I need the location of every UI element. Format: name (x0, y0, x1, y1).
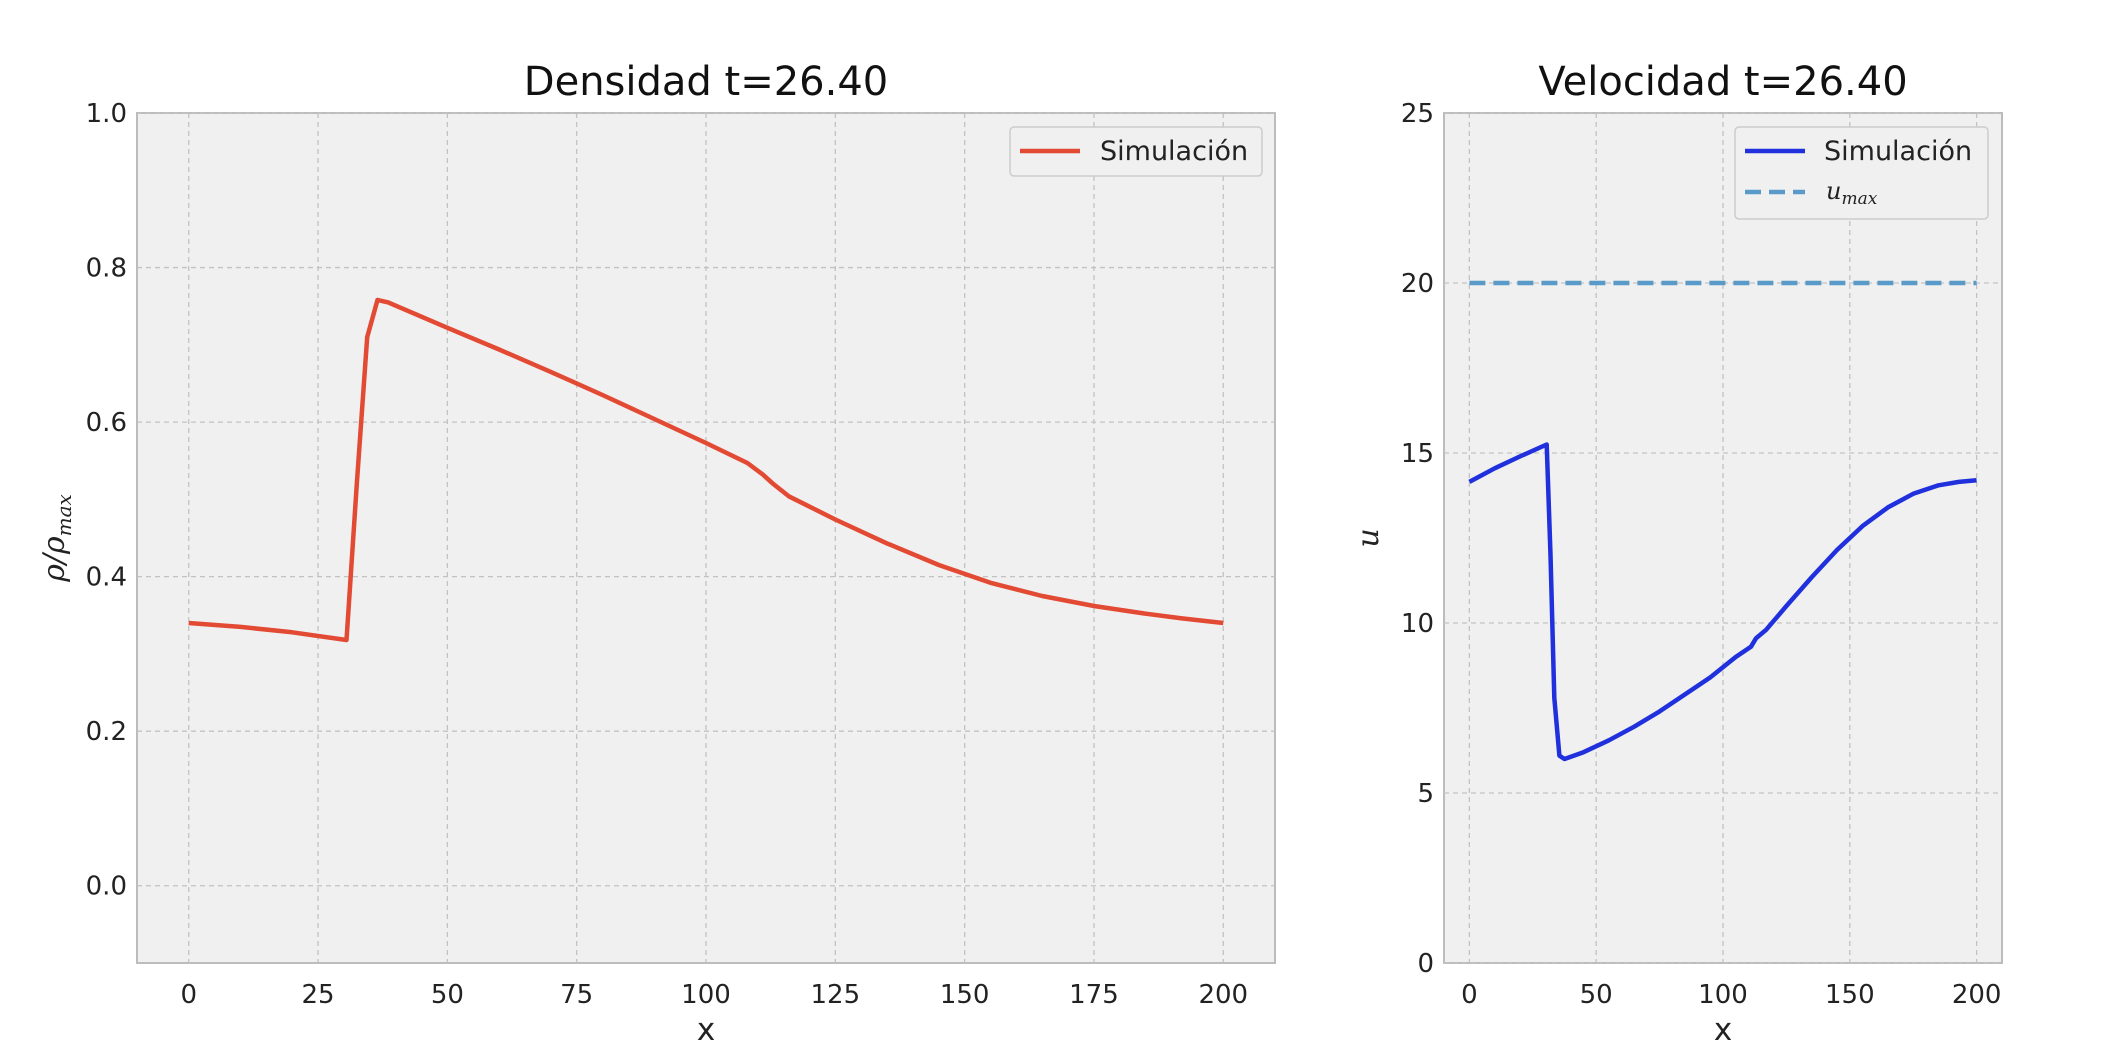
density-y-tick-label: 1.0 (86, 99, 127, 129)
density-x-tick-label: 175 (1069, 980, 1119, 1010)
velocity-legend-label-simulacion: Simulación (1824, 136, 1972, 167)
velocity-y-label: u (1351, 528, 1386, 547)
velocity-legend: Simulación umax (1734, 126, 1989, 220)
velocity-x-tick-label: 200 (1952, 980, 2002, 1010)
velocity-legend-label-umax-main: u (1826, 177, 1841, 205)
velocity-title: Velocidad t=26.40 (1538, 59, 1907, 105)
velocity-series-line-simulacion (1468, 442, 1977, 762)
density-x-tick-label: 150 (940, 980, 990, 1010)
density-x-label: x (697, 1012, 715, 1048)
density-y-ticks: 0.0 0.2 0.4 0.6 0.8 1.0 (86, 99, 127, 902)
velocity-panel: 0 50 100 150 200 0 5 10 15 20 25 Velocidad t=26.4… (1351, 59, 2003, 1048)
velocity-y-tick-label: 20 (1401, 269, 1434, 299)
density-grid (137, 112, 1275, 963)
density-y-tick-label: 0.2 (86, 717, 127, 747)
velocity-series (1468, 280, 1977, 762)
velocity-x-ticks: 0 50 100 150 200 (1461, 980, 2001, 1010)
density-title: Densidad t=26.40 (524, 59, 888, 105)
density-x-tick-label: 125 (810, 980, 860, 1010)
velocity-y-tick-label: 0 (1417, 949, 1434, 979)
density-y-tick-label: 0.4 (86, 563, 127, 593)
velocity-x-tick-label: 0 (1461, 980, 1478, 1010)
density-x-tick-label: 50 (431, 980, 464, 1010)
velocity-y-tick-label: 5 (1417, 779, 1434, 809)
density-y-tick-label: 0.8 (86, 254, 127, 284)
density-legend-box (1009, 126, 1263, 177)
velocity-x-tick-label: 100 (1698, 980, 1748, 1010)
density-y-tick-label: 0.6 (86, 408, 127, 438)
velocity-y-tick-label: 10 (1401, 609, 1434, 639)
density-legend: Simulación (1009, 126, 1263, 177)
velocity-y-tick-label: 25 (1401, 99, 1434, 129)
density-x-tick-label: 75 (560, 980, 593, 1010)
velocity-legend-label-umax: umax (1826, 177, 1878, 209)
density-x-tick-label: 0 (180, 980, 197, 1010)
velocity-legend-label-umax-sub: max (1841, 189, 1877, 209)
density-y-label-sub: max (52, 494, 76, 536)
velocity-x-tick-label: 150 (1825, 980, 1875, 1010)
velocity-x-label: x (1714, 1012, 1732, 1048)
density-x-tick-label: 200 (1198, 980, 1248, 1010)
density-x-tick-label: 25 (301, 980, 334, 1010)
density-panel: 0 25 50 75 100 125 150 175 200 0.0 0.2 0.4 0.6 0.8 1.… (37, 59, 1276, 1048)
density-y-tick-label: 0.0 (86, 872, 127, 902)
density-series-line-simulacion (188, 297, 1224, 643)
density-y-label: ρ/ρmax (37, 494, 76, 583)
velocity-y-tick-label: 15 (1401, 439, 1434, 469)
velocity-x-tick-label: 50 (1580, 980, 1613, 1010)
density-legend-label-simulacion: Simulación (1100, 136, 1248, 167)
velocity-y-ticks: 0 5 10 15 20 25 (1401, 99, 1434, 979)
density-x-tick-label: 100 (681, 980, 731, 1010)
density-series (188, 297, 1224, 643)
density-y-label-main: ρ/ρ (37, 536, 72, 583)
density-x-ticks: 0 25 50 75 100 125 150 175 200 (180, 980, 1248, 1010)
